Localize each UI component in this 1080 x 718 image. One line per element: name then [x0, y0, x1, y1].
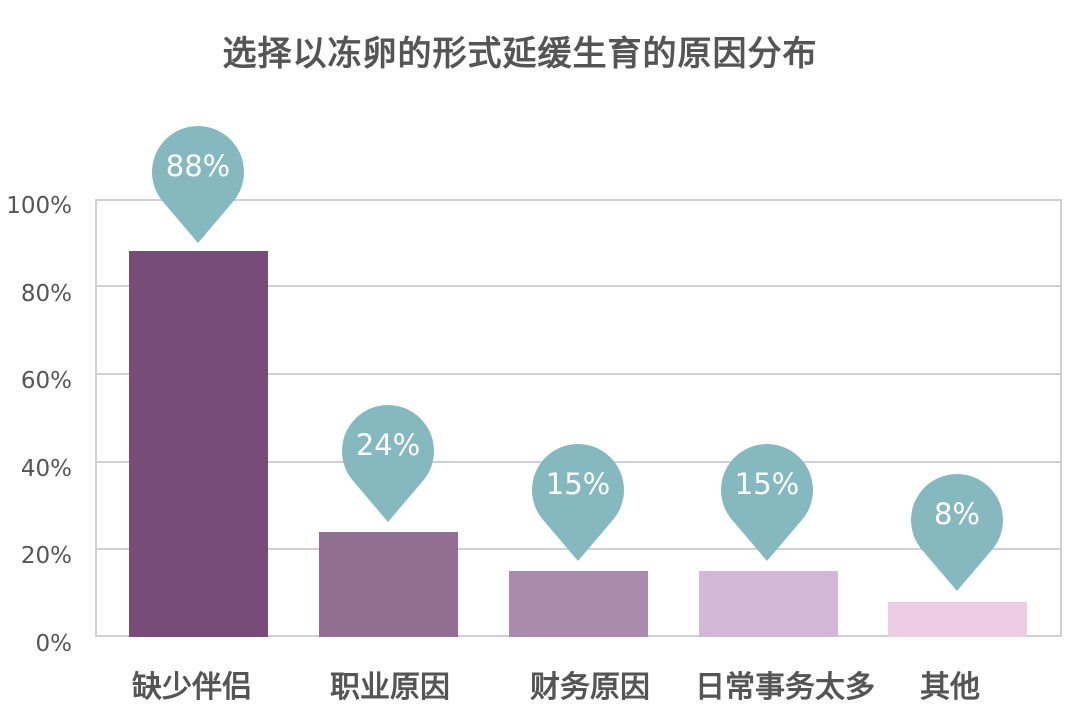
map-pin-icon [911, 474, 1003, 591]
bar-career [319, 532, 458, 637]
x-label-lack-partner: 缺少伴侣 [132, 670, 252, 705]
value-marker-5: 8% [911, 473, 1003, 591]
x-label-other: 其他 [920, 670, 980, 705]
y-tick-20: 20% [20, 543, 72, 569]
value-marker-1: 88% [152, 125, 244, 243]
map-pin-icon [152, 126, 244, 243]
value-marker-4: 15% [721, 443, 813, 561]
bar-lack-partner [129, 251, 268, 637]
y-tick-100: 100% [6, 193, 72, 219]
y-tick-40: 40% [20, 456, 72, 482]
value-label: 24% [355, 428, 421, 462]
map-pin-icon [532, 444, 624, 561]
value-marker-3: 15% [532, 443, 624, 561]
map-pin-icon [721, 444, 813, 561]
value-label: 8% [933, 497, 980, 531]
y-tick-80: 80% [20, 281, 72, 307]
x-label-financial: 财务原因 [530, 670, 650, 705]
value-label: 15% [545, 467, 611, 501]
bar-other [888, 602, 1027, 637]
gridline-60 [95, 373, 1062, 375]
y-tick-0: 0% [35, 631, 73, 657]
map-pin-icon [342, 405, 434, 522]
x-label-career: 职业原因 [330, 670, 450, 705]
x-label-daily-affairs: 日常事务太多 [695, 670, 875, 705]
gridline-80 [95, 285, 1062, 287]
y-tick-60: 60% [20, 368, 72, 394]
value-marker-2: 24% [342, 404, 434, 522]
chart-title: 选择以冻卵的形式延缓生育的原因分布 [222, 34, 818, 74]
bar-daily-affairs [699, 571, 838, 637]
value-label: 88% [165, 149, 231, 183]
bar-financial [509, 571, 648, 637]
value-label: 15% [734, 467, 800, 501]
